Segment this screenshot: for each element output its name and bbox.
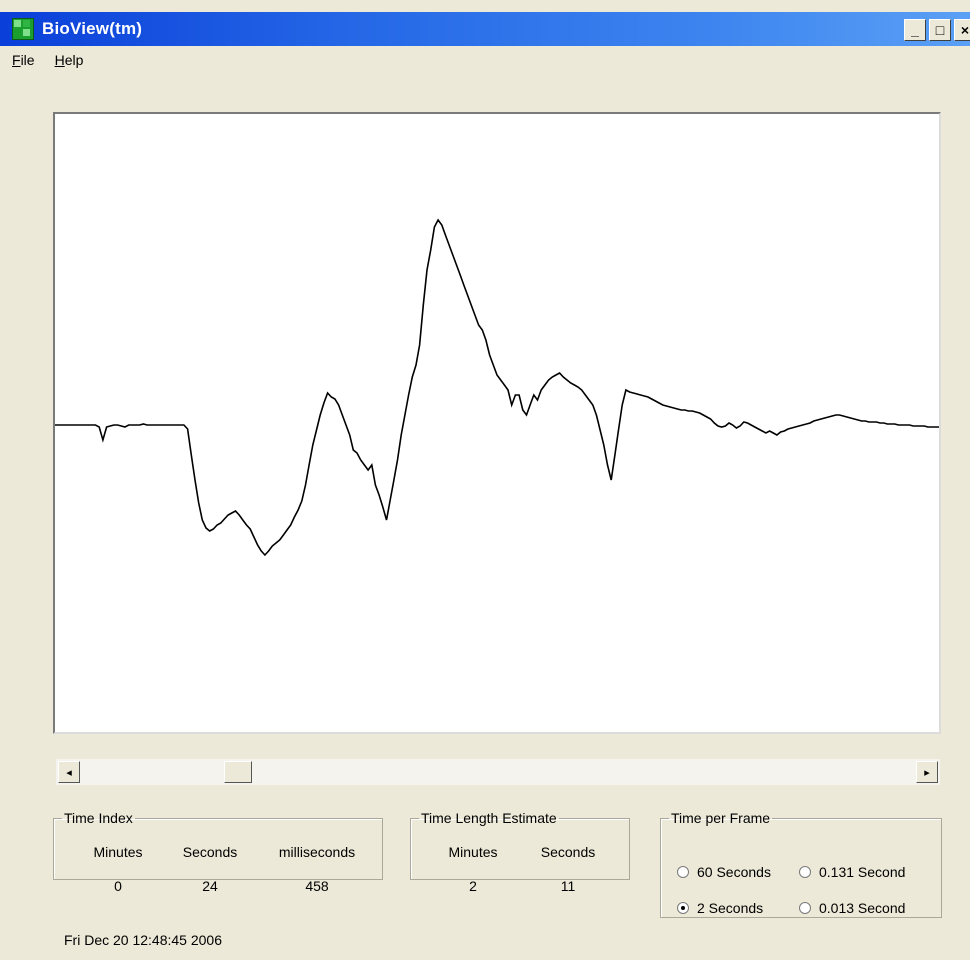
status-datetime: Fri Dec 20 12:48:45 2006	[64, 932, 222, 948]
time-index-label: Time Index	[64, 810, 133, 826]
radio-2-seconds-dot[interactable]	[677, 902, 689, 914]
minimize-button[interactable]: _	[904, 19, 926, 41]
radio-60-seconds-dot[interactable]	[677, 866, 689, 878]
time-index-minutes-header: Minutes	[93, 844, 143, 860]
waveform-canvas	[55, 218, 939, 557]
radio-0013-second-label: 0.013 Second	[819, 900, 906, 916]
time-length-minutes-header: Minutes	[448, 844, 498, 860]
time-length-group: Time Length Estimate Minutes Seconds 2 1…	[410, 810, 630, 894]
radio-2-seconds-label: 2 Seconds	[697, 900, 764, 916]
maximize-button[interactable]: □	[929, 19, 951, 41]
window-controls: _ □ ×	[904, 19, 970, 41]
time-length-label: Time Length Estimate	[421, 810, 557, 826]
menu-help[interactable]: Help	[54, 52, 84, 68]
time-index-minutes-value: 0	[114, 878, 122, 894]
time-length-seconds-value: 11	[560, 878, 576, 894]
time-scrollbar[interactable]: ◂ ▸	[56, 759, 940, 785]
time-length-minutes-value: 2	[469, 878, 477, 894]
app-icon	[12, 18, 34, 40]
time-length-seconds-header: Seconds	[540, 844, 596, 860]
time-per-frame-group: Time per Frame 60 Seconds 0.131 Second 2…	[660, 810, 942, 918]
waveform-plot	[53, 112, 941, 734]
time-index-seconds-value: 24	[202, 878, 218, 894]
radio-0013-second[interactable]: 0.013 Second	[799, 900, 905, 916]
waveform-trace	[55, 218, 939, 557]
radio-0131-second-label: 0.131 Second	[819, 864, 906, 880]
window-title: BioView(tm)	[42, 19, 143, 38]
time-index-ms-value: 458	[305, 878, 329, 894]
radio-60-seconds-label: 60 Seconds	[697, 864, 771, 880]
menu-bar: File Help	[0, 52, 83, 74]
time-per-frame-label: Time per Frame	[671, 810, 771, 826]
radio-2-seconds[interactable]: 2 Seconds	[677, 900, 763, 916]
radio-0131-second-dot[interactable]	[799, 866, 811, 878]
time-index-seconds-header: Seconds	[182, 844, 238, 860]
scroll-thumb[interactable]	[224, 761, 252, 783]
menu-file[interactable]: File	[12, 52, 35, 68]
radio-0131-second[interactable]: 0.131 Second	[799, 864, 905, 880]
title-bar[interactable]: BioView(tm) _ □ ×	[0, 12, 970, 46]
time-index-group: Time Index Minutes Seconds milliseconds …	[53, 810, 383, 894]
scroll-right-button[interactable]: ▸	[916, 761, 938, 783]
radio-0013-second-dot[interactable]	[799, 902, 811, 914]
radio-60-seconds[interactable]: 60 Seconds	[677, 864, 771, 880]
close-button[interactable]: ×	[954, 19, 970, 41]
scroll-left-button[interactable]: ◂	[58, 761, 80, 783]
time-index-ms-header: milliseconds	[278, 844, 356, 860]
